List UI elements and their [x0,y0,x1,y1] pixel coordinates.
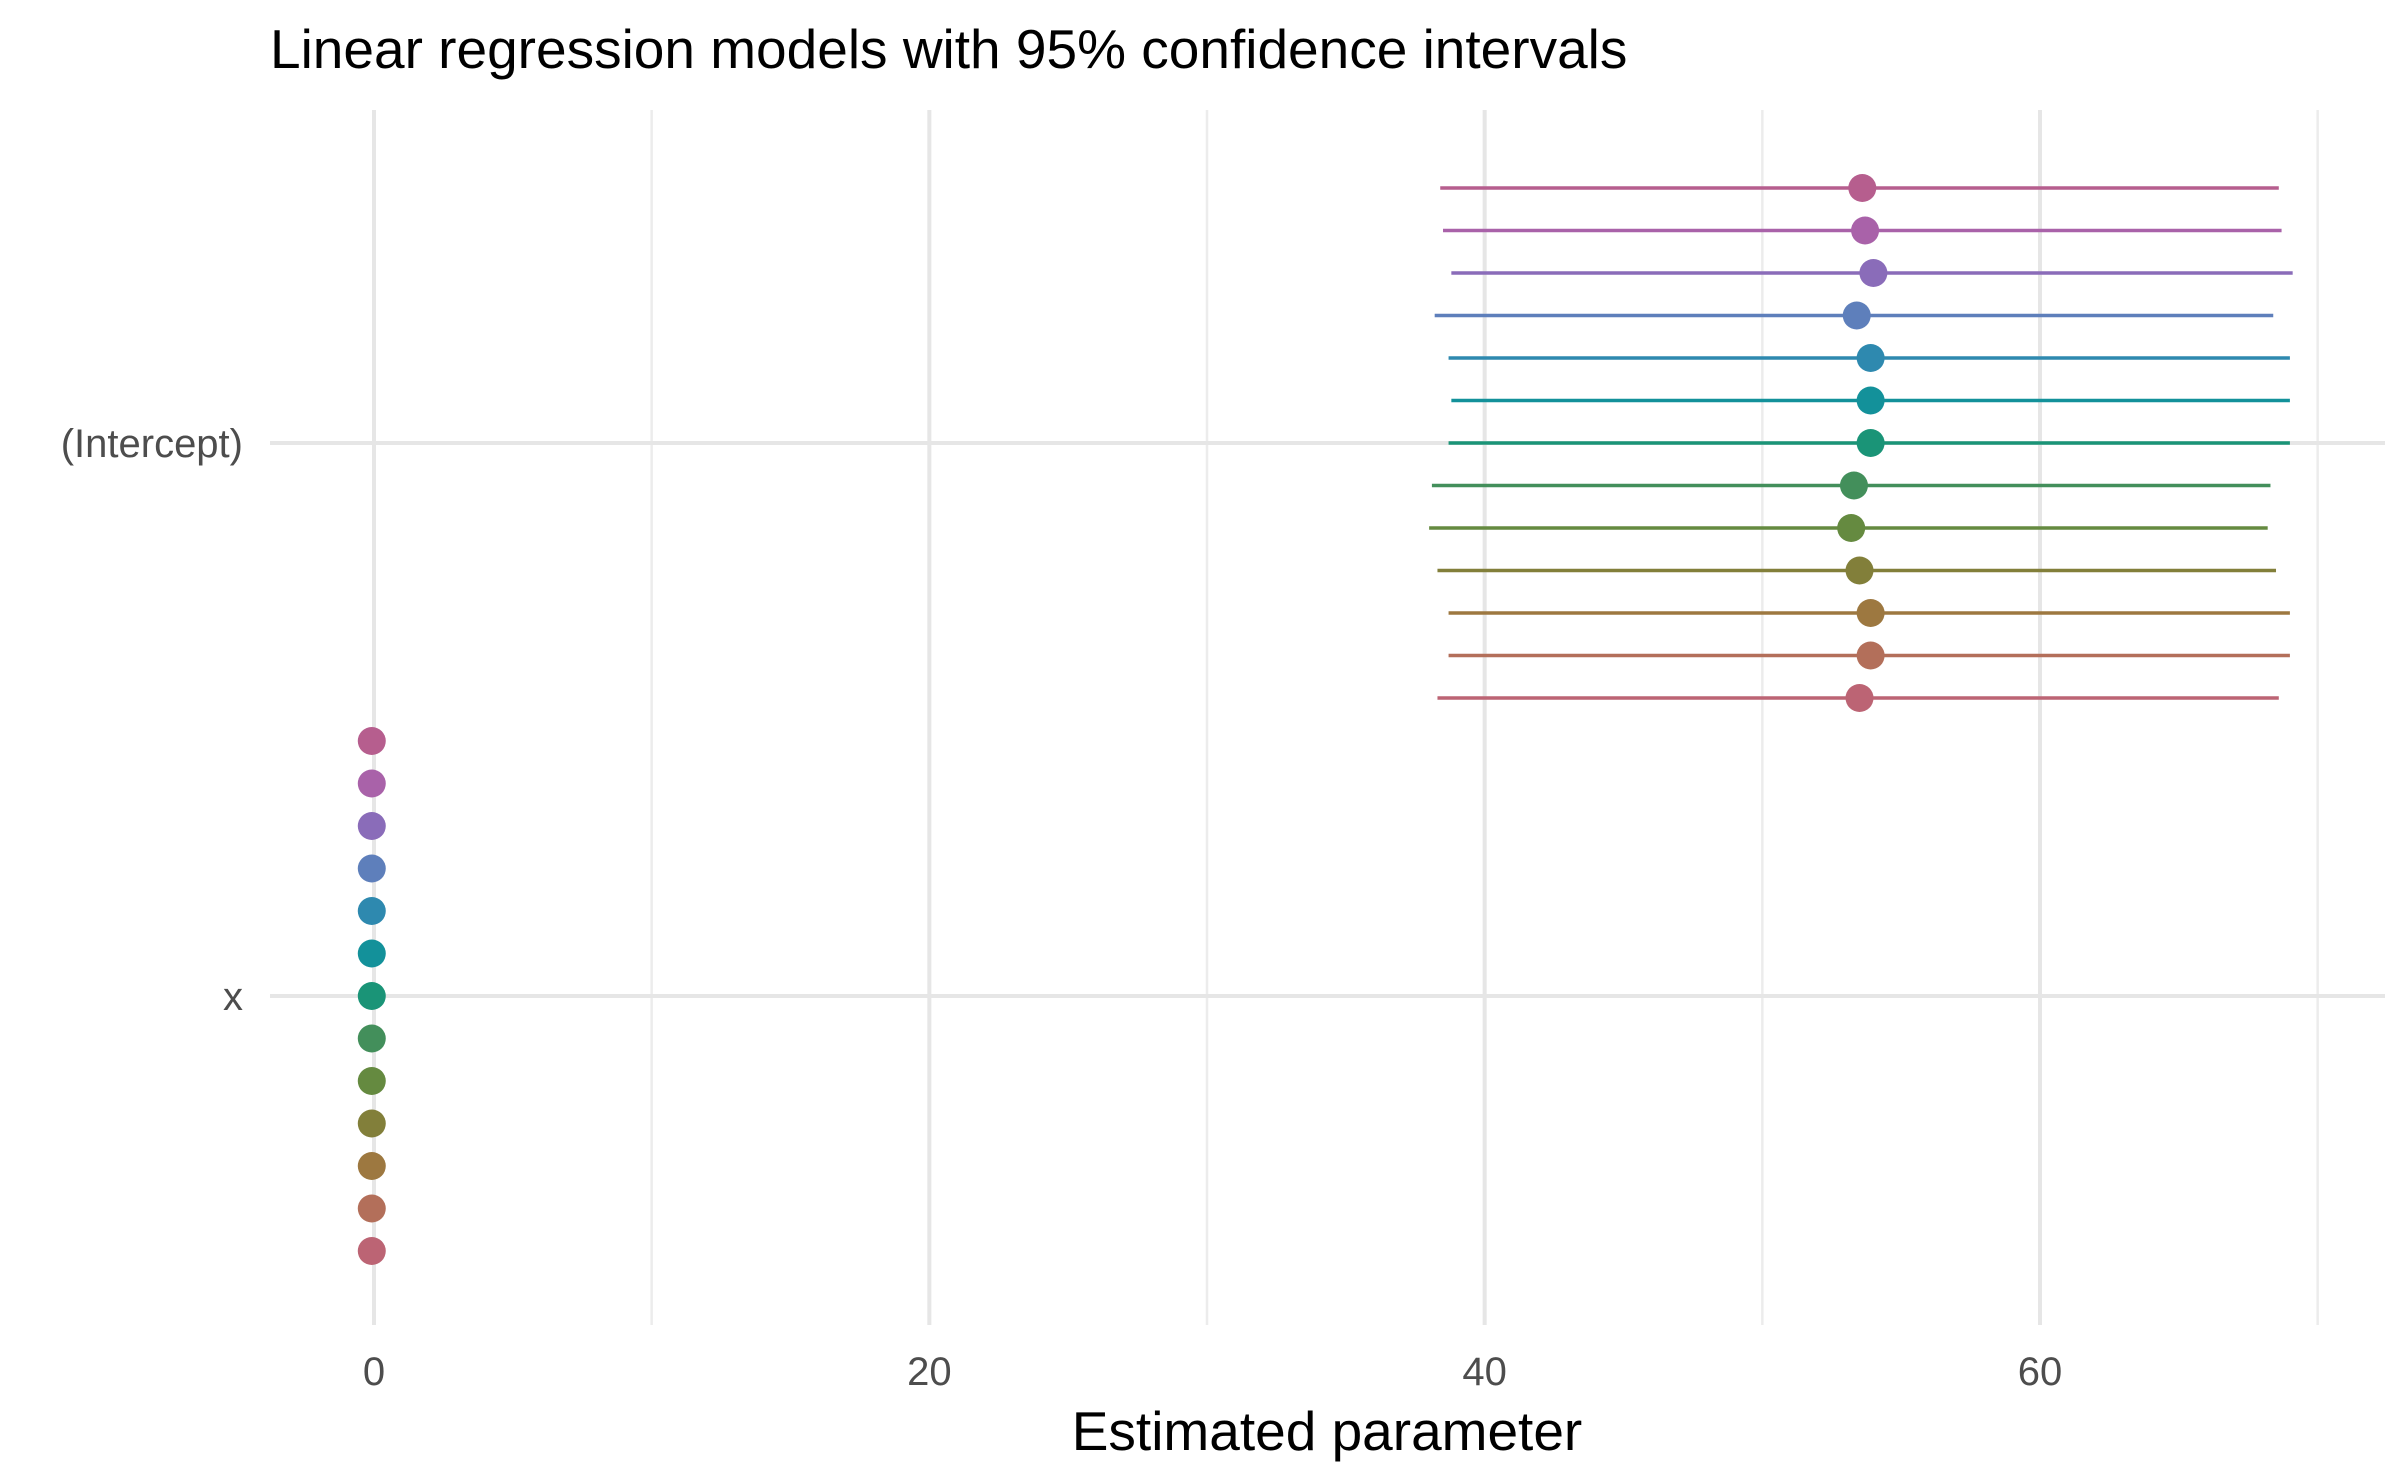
x-axis-label: Estimated parameter [1072,1400,1583,1462]
model-series [357,471,2271,1053]
estimate-point [357,939,386,968]
model-series [357,174,2279,755]
estimate-point [1856,386,1885,415]
model-series [357,344,2290,925]
y-tick-labels: (Intercept) x [61,422,243,1019]
y-tick-label: (Intercept) [61,422,243,466]
estimate-point [357,982,386,1010]
estimate-point [357,1067,386,1095]
model-series [357,684,2279,1265]
model-series [357,514,2268,1095]
estimate-point [357,1194,386,1223]
x-tick-label: 20 [907,1350,952,1394]
estimate-point [357,897,386,925]
estimate-point [1856,641,1885,670]
minor-gridlines [650,110,2319,1325]
series-layer [357,174,2293,1265]
model-series [357,556,2277,1138]
estimate-point [1856,599,1885,627]
estimate-point [357,769,386,798]
estimate-point [1848,174,1877,202]
chart-title: Linear regression models with 95% confid… [270,18,1627,80]
estimate-point [357,1237,386,1265]
estimate-point [1845,684,1874,712]
model-series [357,386,2290,968]
y-tick-label: x [223,975,243,1019]
estimate-point [357,1152,386,1180]
x-tick-label: 60 [2018,1350,2063,1394]
estimate-point [357,812,386,840]
model-series [357,641,2290,1223]
x-tick-labels: 0 20 40 60 [363,1350,2062,1394]
estimate-point [1845,556,1874,585]
estimate-point [357,854,386,883]
model-series [357,599,2290,1180]
estimate-point [357,727,386,755]
model-series [357,301,2274,883]
estimate-point [1856,344,1885,372]
estimate-point [1839,471,1868,500]
x-tick-label: 0 [363,1350,385,1394]
estimate-point [1837,514,1866,542]
estimate-point [1851,216,1880,245]
model-series [357,259,2293,840]
x-tick-label: 40 [1462,1350,1507,1394]
estimate-point [1842,301,1871,330]
major-gridlines [270,110,2385,1325]
estimate-point [357,1024,386,1053]
estimate-point [1859,259,1888,287]
estimate-point [357,1109,386,1138]
model-series [357,429,2290,1010]
estimate-point [1856,429,1885,457]
model-series [357,216,2282,798]
